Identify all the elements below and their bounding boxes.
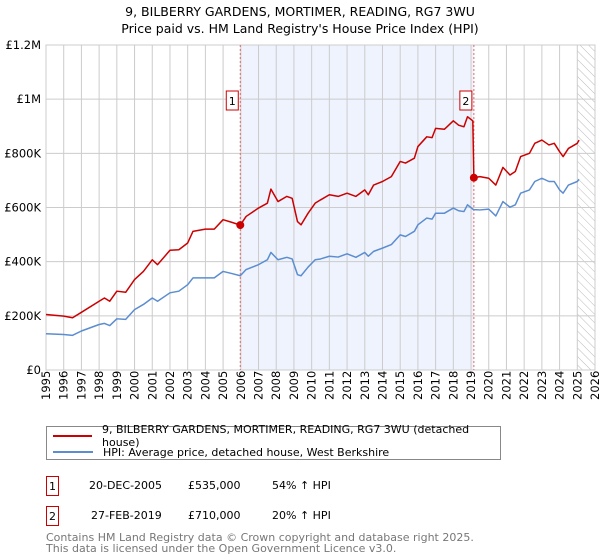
legend-swatch-blue (53, 451, 93, 453)
plot-area: 1995 1996 1997 1998 1999 2000 2001 2002 2003 2004… (4, 38, 600, 400)
x-tick-label: 2012 (340, 371, 354, 400)
x-tick-label: 2004 (198, 371, 212, 400)
y-tick-label: £200K (4, 309, 41, 323)
sale-price: £535,000 (188, 479, 241, 492)
footer-licence: This data is licensed under the Open Gov… (46, 542, 397, 555)
x-tick-label: 2021 (499, 371, 513, 400)
x-tick-label: 1996 (57, 371, 71, 400)
sale-label-box (225, 90, 239, 111)
x-tick-label: 2011 (322, 371, 336, 400)
sale-date: 20-DEC-2005 (89, 479, 163, 492)
x-tick-label: 2020 (482, 371, 496, 400)
x-tick-label: 2001 (145, 371, 159, 400)
y-tick-label: £1.2M (5, 38, 41, 52)
x-tick-label: 2008 (269, 371, 283, 400)
x-tick-label: 2018 (446, 371, 460, 400)
y-tick-label: £400K (4, 255, 41, 269)
sale-hpi: 20% ↑ HPI (272, 509, 331, 522)
legend-item-property: 9, BILBERRY GARDENS, MORTIMER, READING, … (53, 423, 500, 449)
sale-label-box (459, 90, 473, 111)
x-tick-label: 2023 (535, 371, 549, 400)
x-tick-label: 1998 (92, 371, 106, 400)
sale-hpi: 54% ↑ HPI (272, 479, 331, 492)
sale-number: 1 (46, 476, 59, 496)
sale-label: 1 (229, 95, 236, 108)
y-tick-label: £800K (4, 146, 41, 160)
x-tick-label: 2002 (163, 371, 177, 400)
footer-copyright: Contains HM Land Registry data © Crown c… (46, 531, 474, 544)
x-tick-label: 1999 (110, 371, 124, 400)
sale-date: 27-FEB-2019 (91, 509, 162, 522)
x-tick-label: 2015 (393, 371, 407, 400)
x-tick-label: 2025 (570, 371, 584, 400)
x-tick-label: 2014 (375, 371, 389, 400)
chart-subtitle: Price paid vs. HM Land Registry's House … (121, 21, 479, 36)
sale-price: £710,000 (188, 509, 241, 522)
y-tick-label: £0 (26, 363, 41, 377)
x-tick-label: 2026 (588, 371, 600, 400)
sale-number: 2 (46, 506, 59, 526)
x-tick-label: 2017 (429, 371, 443, 400)
legend-label: 9, BILBERRY GARDENS, MORTIMER, READING, … (102, 423, 470, 449)
legend-item-hpi: HPI: Average price, detached house, West… (53, 445, 389, 459)
property-price-line (45, 116, 580, 319)
hpi-line (45, 177, 580, 337)
sale-label: 2 (462, 95, 469, 108)
x-tick-label: 1997 (74, 371, 88, 400)
x-tick-label: 2019 (464, 371, 478, 400)
x-tick-label: 2009 (287, 371, 301, 400)
x-tick-label: 2006 (234, 371, 248, 400)
x-tick-label: 1995 (39, 371, 53, 400)
y-tick-label: £600K (4, 201, 41, 215)
sale-point (469, 173, 478, 182)
y-tick-label: £1M (16, 92, 41, 106)
x-tick-label: 2024 (553, 371, 567, 400)
x-tick-label: 2003 (181, 371, 195, 400)
x-tick-label: 2010 (305, 371, 319, 400)
legend-swatch-red (53, 435, 93, 437)
x-tick-label: 2013 (358, 371, 372, 400)
legend-label: HPI: Average price, detached house, West… (103, 445, 390, 459)
chart-title: 9, BILBERRY GARDENS, MORTIMER, READING, … (125, 4, 475, 19)
x-tick-label: 2005 (216, 371, 230, 400)
x-tick-label: 2007 (252, 371, 266, 400)
x-tick-label: 2016 (411, 371, 425, 400)
plot-border (45, 44, 596, 371)
sale-point (236, 221, 245, 230)
legend: 9, BILBERRY GARDENS, MORTIMER, READING, … (46, 423, 501, 460)
x-tick-label: 2000 (128, 371, 142, 400)
x-tick-label: 2022 (517, 371, 531, 400)
